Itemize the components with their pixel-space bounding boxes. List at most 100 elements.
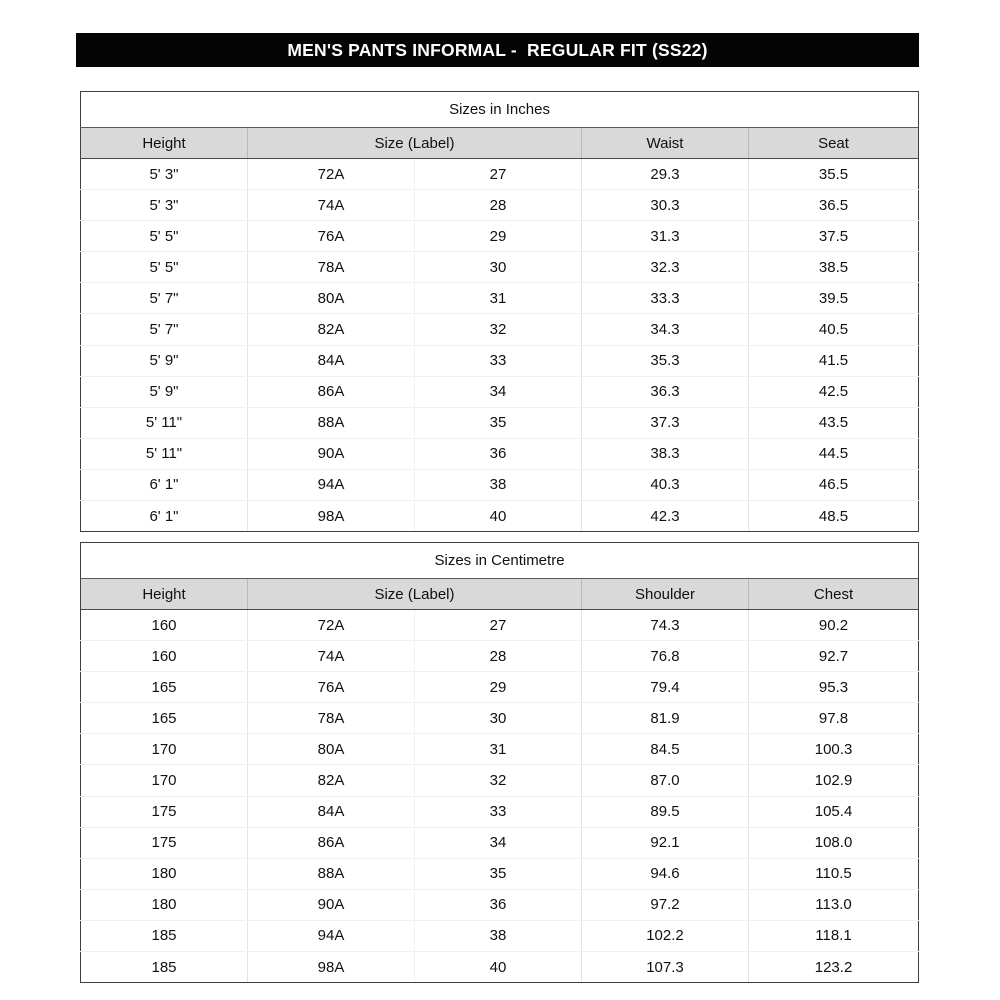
cell-size-num: 40 (414, 500, 582, 533)
table-row: 185 98A 40 107.3 123.2 (80, 951, 920, 984)
cell-measure2: 105.4 (747, 796, 920, 828)
cell-height: 175 (80, 827, 248, 859)
cell-measure2: 48.5 (747, 500, 920, 533)
cell-height: 185 (80, 920, 248, 953)
cell-measure2: 40.5 (747, 313, 920, 346)
cell-height: 5' 3" (80, 189, 248, 222)
cell-size-num: 28 (414, 640, 582, 673)
cell-size-num: 27 (414, 609, 582, 642)
column-header-measure1: Shoulder (581, 578, 749, 610)
cell-size-code: 86A (247, 376, 415, 408)
cell-measure1: 107.3 (581, 951, 749, 984)
cell-measure1: 33.3 (581, 282, 749, 315)
cell-measure2: 39.5 (747, 282, 920, 315)
column-header-size-label: Size (Label) (247, 127, 582, 159)
cell-size-code: 88A (247, 407, 415, 439)
column-header-measure1: Waist (581, 127, 749, 159)
cell-measure1: 40.3 (581, 469, 749, 502)
cell-measure1: 89.5 (581, 796, 749, 828)
cell-measure1: 30.3 (581, 189, 749, 222)
cell-measure1: 42.3 (581, 500, 749, 533)
table-row: 5' 5" 78A 30 32.3 38.5 (80, 251, 920, 284)
cell-measure2: 92.7 (747, 640, 920, 673)
table-row: 170 80A 31 84.5 100.3 (80, 733, 920, 766)
cell-measure1: 79.4 (581, 671, 749, 704)
cell-height: 160 (80, 640, 248, 673)
cell-height: 5' 11" (80, 407, 248, 439)
cell-measure1: 92.1 (581, 827, 749, 859)
cell-measure2: 38.5 (747, 251, 920, 284)
column-header-height: Height (80, 578, 248, 610)
table-row: 5' 7" 80A 31 33.3 39.5 (80, 282, 920, 315)
cell-size-num: 35 (414, 407, 582, 439)
cell-measure2: 95.3 (747, 671, 920, 704)
cell-size-num: 38 (414, 920, 582, 953)
table-caption-row: Sizes in Centimetre (79, 542, 920, 579)
cell-measure2: 44.5 (747, 438, 920, 470)
cell-measure2: 102.9 (747, 764, 920, 797)
cell-height: 6' 1" (80, 469, 248, 502)
cell-size-code: 76A (247, 671, 415, 704)
column-header-measure2: Seat (747, 127, 920, 159)
cell-size-code: 72A (247, 158, 415, 191)
cell-size-num: 34 (414, 827, 582, 859)
table-caption: Sizes in Centimetre (79, 542, 920, 579)
table-row: 180 88A 35 94.6 110.5 (80, 858, 920, 890)
cell-size-code: 78A (247, 251, 415, 284)
cell-size-code: 88A (247, 858, 415, 890)
cell-measure1: 84.5 (581, 733, 749, 766)
cell-measure1: 36.3 (581, 376, 749, 408)
chart-title-banner: MEN'S PANTS INFORMAL - REGULAR FIT (SS22… (76, 33, 919, 67)
cell-size-code: 84A (247, 796, 415, 828)
cell-height: 5' 7" (80, 282, 248, 315)
cell-size-code: 82A (247, 764, 415, 797)
cell-height: 180 (80, 889, 248, 921)
table-row: 5' 11" 88A 35 37.3 43.5 (80, 407, 920, 439)
cell-height: 165 (80, 702, 248, 735)
cell-measure2: 110.5 (747, 858, 920, 890)
cell-size-num: 36 (414, 438, 582, 470)
cell-measure1: 37.3 (581, 407, 749, 439)
cell-height: 160 (80, 609, 248, 642)
cell-height: 5' 9" (80, 376, 248, 408)
cell-size-num: 35 (414, 858, 582, 890)
cell-measure1: 29.3 (581, 158, 749, 191)
table-caption: Sizes in Inches (79, 91, 920, 128)
cell-height: 170 (80, 733, 248, 766)
cell-size-num: 34 (414, 376, 582, 408)
cell-measure2: 37.5 (747, 220, 920, 253)
cell-measure1: 97.2 (581, 889, 749, 921)
table-caption-row: Sizes in Inches (79, 91, 920, 128)
table-row: 5' 3" 74A 28 30.3 36.5 (80, 189, 920, 222)
cell-size-num: 40 (414, 951, 582, 984)
cell-measure1: 76.8 (581, 640, 749, 673)
table-row: 6' 1" 98A 40 42.3 48.5 (80, 500, 920, 533)
table-row: 5' 5" 76A 29 31.3 37.5 (80, 220, 920, 253)
size-table-inches: Sizes in Inches Height Size (Label) Wais… (79, 91, 920, 533)
cell-size-num: 32 (414, 313, 582, 346)
cell-height: 6' 1" (80, 500, 248, 533)
table-row: 6' 1" 94A 38 40.3 46.5 (80, 469, 920, 502)
cell-size-code: 74A (247, 189, 415, 222)
table-header-row: Height Size (Label) Waist Seat (80, 127, 920, 159)
cell-height: 180 (80, 858, 248, 890)
cell-measure2: 113.0 (747, 889, 920, 921)
column-header-height: Height (80, 127, 248, 159)
cell-height: 5' 3" (80, 158, 248, 191)
cell-height: 5' 5" (80, 220, 248, 253)
size-table-centimetre: Sizes in Centimetre Height Size (Label) … (79, 542, 920, 984)
cell-height: 5' 11" (80, 438, 248, 470)
table-row: 5' 11" 90A 36 38.3 44.5 (80, 438, 920, 470)
table-row: 165 76A 29 79.4 95.3 (80, 671, 920, 704)
cell-size-code: 90A (247, 438, 415, 470)
cell-size-num: 28 (414, 189, 582, 222)
cell-size-num: 33 (414, 345, 582, 377)
cell-size-num: 30 (414, 251, 582, 284)
cell-measure1: 102.2 (581, 920, 749, 953)
table-row: 160 74A 28 76.8 92.7 (80, 640, 920, 673)
column-header-size-label: Size (Label) (247, 578, 582, 610)
table-row: 160 72A 27 74.3 90.2 (80, 609, 920, 642)
cell-measure2: 123.2 (747, 951, 920, 984)
column-header-measure2: Chest (747, 578, 920, 610)
cell-size-code: 74A (247, 640, 415, 673)
